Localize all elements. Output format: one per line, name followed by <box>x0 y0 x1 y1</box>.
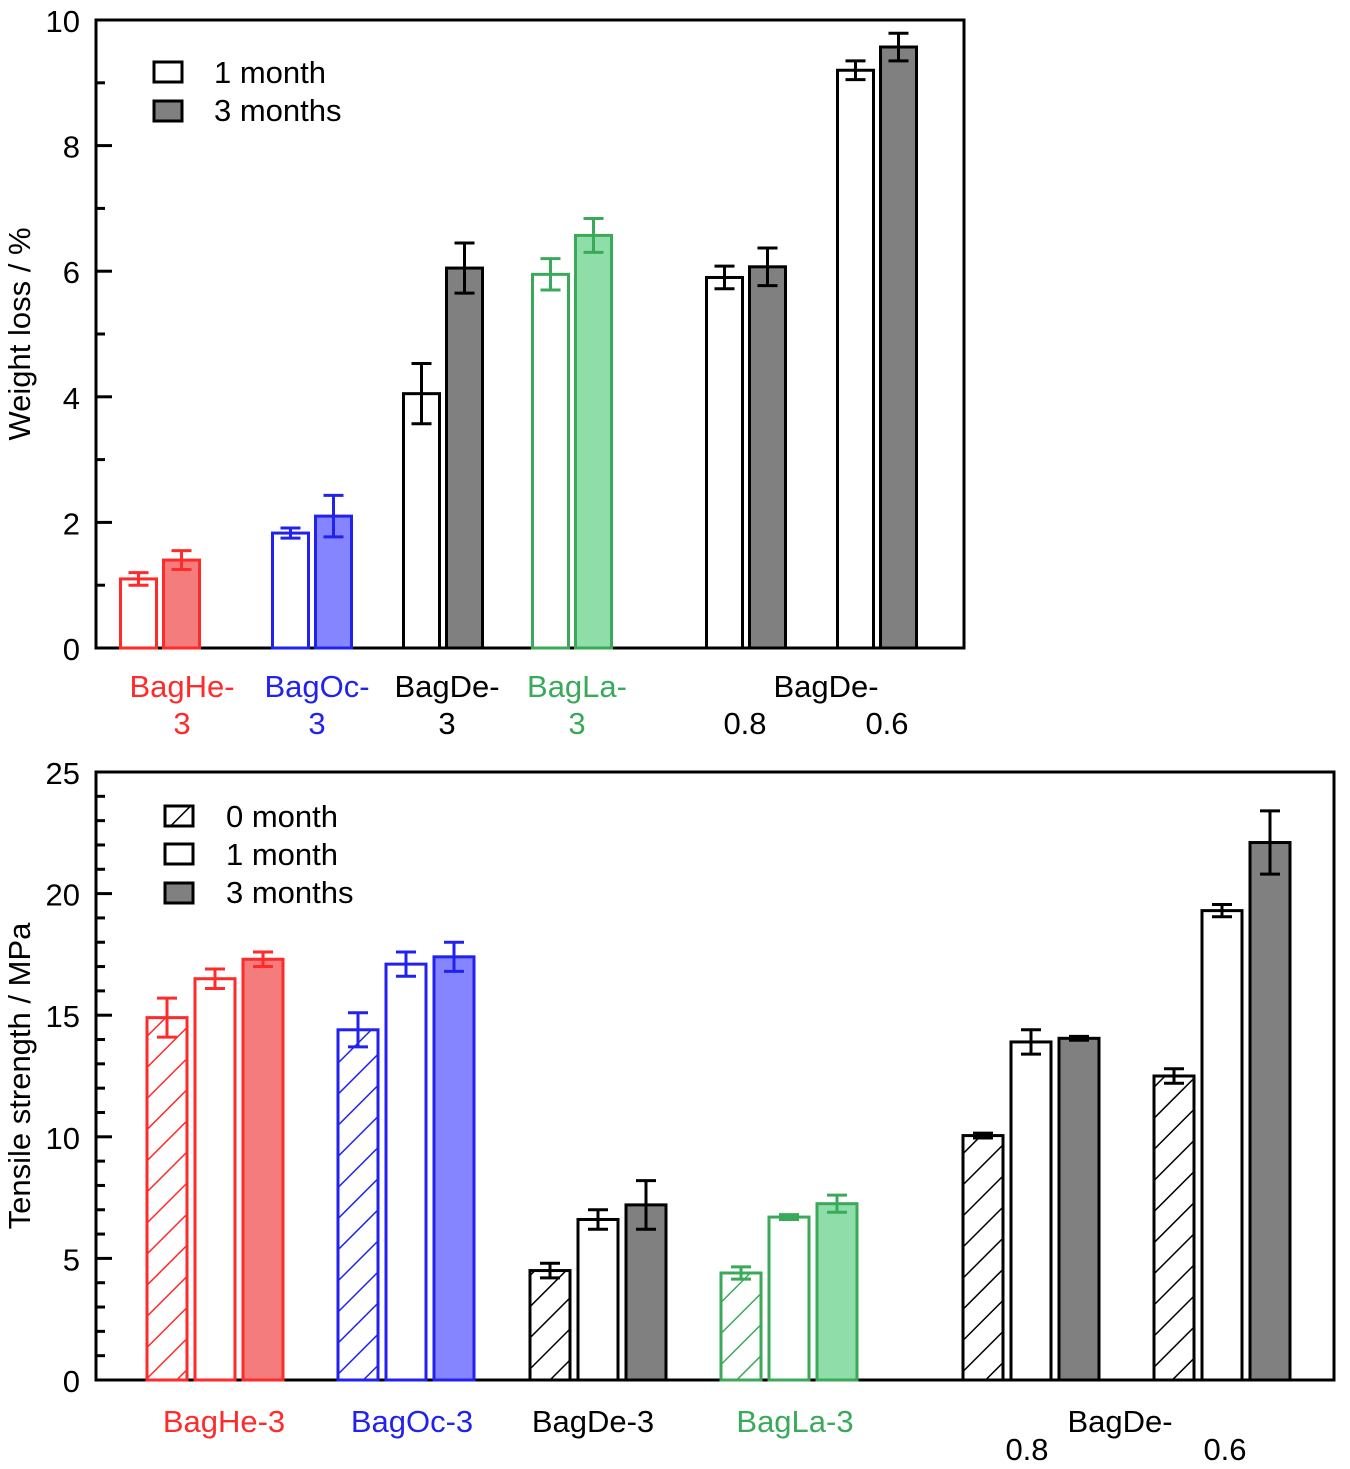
x-group-label: BagDe- <box>1067 1404 1172 1439</box>
bar-3months <box>1248 841 1292 1382</box>
wl-y-tick-label: 8 <box>63 130 80 165</box>
wl-y-tick-label: 4 <box>63 381 80 416</box>
x-category-label: BagLa- <box>527 669 627 704</box>
bar-3months <box>574 233 613 650</box>
legend-swatch-1month <box>152 60 184 84</box>
bar-0month <box>719 1271 763 1382</box>
x-category-label: BagOc- <box>264 669 369 704</box>
legend-swatch-3months <box>163 881 195 905</box>
bar-1month <box>384 962 428 1382</box>
bar-3months <box>624 1203 668 1382</box>
wl-y-tick-label: 6 <box>63 255 80 290</box>
x-category-label: BagDe-3 <box>532 1404 654 1439</box>
x-category-label: 3 <box>308 706 325 741</box>
legend-swatch-0month <box>163 804 195 828</box>
wl-y-tick-label: 2 <box>63 506 80 541</box>
legend-label-1month: 1 month <box>226 837 338 872</box>
bar-0month <box>145 1016 189 1382</box>
wl-y-tick-label: 0 <box>63 632 80 667</box>
bar-3months <box>314 514 353 650</box>
ts-y-tick-label: 10 <box>46 1121 80 1156</box>
ts-y-axis-title: Tensile strength / MPa <box>2 922 37 1229</box>
bar-1month <box>836 68 875 650</box>
bar-1month <box>271 531 310 650</box>
bar-1month <box>705 275 744 650</box>
ts-y-tick-label: 5 <box>63 1242 80 1277</box>
x-category-label: BagLa-3 <box>736 1404 853 1439</box>
legend-label-0month: 0 month <box>226 799 338 834</box>
x-category-label: BagHe- <box>129 669 234 704</box>
x-category-label: BagDe- <box>773 669 878 704</box>
bar-0month <box>1152 1074 1196 1382</box>
legend-label-1month: 1 month <box>214 55 326 90</box>
bar-0month <box>528 1269 572 1382</box>
legend-swatch-3months <box>152 99 184 123</box>
x-category-label: 0.8 <box>723 706 766 741</box>
bar-3months <box>748 265 787 650</box>
bar-3months <box>241 957 285 1382</box>
x-category-label: 3 <box>438 706 455 741</box>
x-category-label: 0.6 <box>865 706 908 741</box>
bar-1month <box>119 577 158 650</box>
ts-y-tick-label: 15 <box>46 999 80 1034</box>
bar-3months <box>1057 1036 1101 1382</box>
x-category-label: 3 <box>173 706 190 741</box>
bar-0month <box>336 1028 380 1382</box>
bar-3months <box>815 1202 859 1382</box>
x-category-label: 0.6 <box>1203 1432 1246 1467</box>
x-category-label: 0.8 <box>1005 1432 1048 1467</box>
bar-1month <box>1009 1040 1053 1382</box>
x-category-label: BagHe-3 <box>163 1404 285 1439</box>
ts-y-tick-label: 20 <box>46 878 80 913</box>
legend-label-3months: 3 months <box>214 93 342 128</box>
bar-1month <box>193 977 237 1382</box>
wl-y-axis-title: Weight loss / % <box>2 227 37 440</box>
bar-1month <box>402 392 441 650</box>
x-category-label: BagDe- <box>394 669 499 704</box>
bar-3months <box>879 45 918 650</box>
x-category-label: 3 <box>568 706 585 741</box>
bar-0month <box>961 1134 1005 1382</box>
bar-1month <box>576 1217 620 1382</box>
bar-3months <box>162 558 201 650</box>
ts-y-tick-label: 0 <box>63 1364 80 1399</box>
bar-3months <box>432 955 476 1382</box>
wl-y-tick-label: 10 <box>46 4 80 39</box>
legend-label-3months: 3 months <box>226 875 354 910</box>
bar-1month <box>767 1215 811 1382</box>
bar-1month <box>1200 909 1244 1382</box>
ts-y-tick-label: 25 <box>46 756 80 791</box>
legend-swatch-1month <box>163 842 195 866</box>
tensile-strength-chart: 0 5 10 15 20 25 Tensile strength / MPa BagHe-3 B… <box>2 756 1336 1467</box>
bar-1month <box>531 272 570 650</box>
ts-plot-frame <box>94 770 1336 1382</box>
x-category-label: BagOc-3 <box>351 1404 473 1439</box>
bar-3months <box>445 266 484 650</box>
